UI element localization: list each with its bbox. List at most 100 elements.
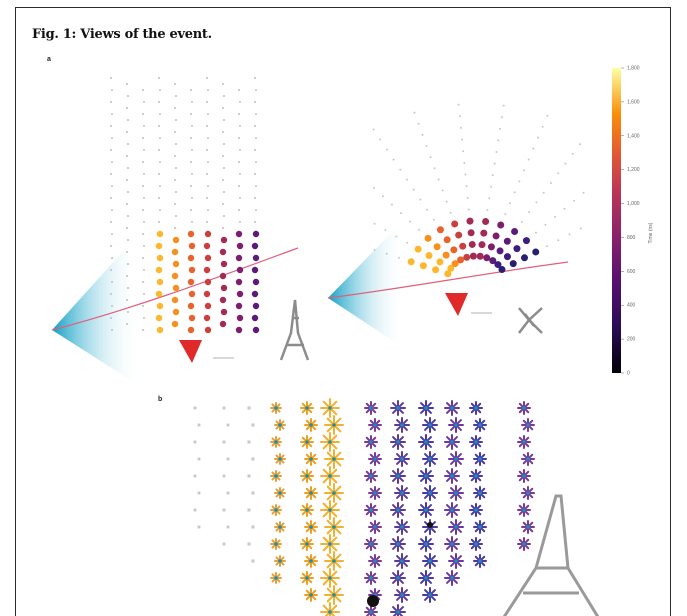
pmt-center bbox=[369, 542, 373, 546]
dom-module bbox=[237, 184, 241, 188]
dom-module bbox=[141, 328, 145, 332]
dom-module bbox=[221, 226, 225, 230]
dom-module bbox=[467, 229, 475, 237]
dom-module bbox=[414, 245, 422, 253]
dom-module bbox=[489, 257, 497, 265]
dom-module bbox=[437, 178, 440, 181]
pmt-center bbox=[522, 474, 526, 478]
dom-module bbox=[466, 196, 469, 199]
dom-module bbox=[188, 314, 196, 322]
dom-module bbox=[385, 252, 388, 255]
dom-module bbox=[237, 160, 241, 164]
cherenkov-cone-left bbox=[52, 248, 140, 386]
dom-module bbox=[433, 243, 441, 251]
pmt-center bbox=[478, 559, 482, 563]
pmt-center bbox=[252, 560, 254, 562]
track-line-left bbox=[51, 247, 299, 331]
dom-module bbox=[532, 147, 535, 150]
dom-module bbox=[126, 310, 130, 314]
pmt-center bbox=[223, 407, 225, 409]
dom-module bbox=[190, 196, 194, 200]
dom-module bbox=[204, 278, 212, 286]
dom-module bbox=[142, 124, 146, 128]
dom-module bbox=[579, 143, 582, 146]
dom-module bbox=[187, 230, 195, 238]
dom-module bbox=[482, 218, 490, 226]
dom-module bbox=[204, 254, 212, 262]
dom-module bbox=[110, 184, 114, 188]
dom-module bbox=[253, 148, 257, 152]
dom-module bbox=[523, 169, 526, 172]
pmt-center bbox=[305, 474, 309, 478]
dom-module bbox=[444, 270, 452, 278]
pmt-center bbox=[194, 407, 196, 409]
dom-module bbox=[203, 242, 211, 250]
pmt-center bbox=[274, 542, 278, 546]
dom-module bbox=[493, 162, 496, 165]
dom-module bbox=[433, 167, 436, 170]
pmt-center bbox=[474, 508, 478, 512]
dom-module bbox=[109, 244, 113, 248]
dom-module bbox=[522, 237, 530, 245]
dom-module bbox=[125, 226, 129, 230]
dom-module bbox=[235, 254, 243, 262]
dom-module bbox=[206, 112, 210, 116]
dom-module bbox=[236, 242, 244, 250]
dom-module bbox=[205, 220, 209, 224]
dom-module bbox=[253, 76, 257, 80]
pmt-center bbox=[400, 423, 404, 427]
dom-module bbox=[141, 280, 145, 284]
pmt-center bbox=[369, 576, 373, 580]
dom-module bbox=[419, 198, 422, 201]
dom-module bbox=[405, 178, 408, 181]
dom-module bbox=[173, 106, 177, 110]
dom-module bbox=[500, 116, 503, 119]
dom-module bbox=[542, 191, 545, 194]
dom-module bbox=[399, 212, 402, 215]
dom-module bbox=[173, 202, 177, 206]
dom-module bbox=[174, 118, 178, 122]
dom-module bbox=[220, 308, 228, 316]
dom-module bbox=[251, 290, 259, 298]
dom-module bbox=[206, 88, 210, 92]
dom-module bbox=[480, 229, 488, 237]
pmt-center bbox=[369, 474, 373, 478]
dom-module bbox=[251, 314, 259, 322]
dom-module bbox=[109, 148, 113, 152]
colorbar-tick-label: 800 bbox=[627, 235, 636, 241]
pmt-center bbox=[424, 576, 428, 580]
pmt-center bbox=[450, 508, 454, 512]
eiffel-tower-b-icon bbox=[502, 494, 600, 616]
dom-module bbox=[449, 211, 452, 214]
dom-module bbox=[238, 100, 242, 104]
dom-module bbox=[187, 302, 195, 310]
pmt-center bbox=[332, 457, 336, 461]
dom-module bbox=[142, 268, 146, 272]
pmt-center bbox=[396, 406, 400, 410]
pmt-center bbox=[332, 491, 336, 495]
dom-module bbox=[204, 230, 212, 238]
pmt-center bbox=[478, 525, 482, 529]
dom-module bbox=[141, 232, 145, 236]
pmt-center bbox=[369, 440, 373, 444]
dom-module bbox=[579, 227, 582, 230]
dom-module bbox=[455, 231, 463, 239]
dom-module bbox=[190, 100, 194, 104]
dom-module bbox=[425, 252, 433, 260]
pmt-center bbox=[332, 423, 336, 427]
panel-b-small-dot bbox=[427, 522, 433, 528]
dom-module bbox=[156, 278, 164, 286]
pmt-center bbox=[450, 406, 454, 410]
colorbar-tick-label: 0 bbox=[627, 371, 630, 377]
dom-module bbox=[252, 254, 260, 262]
dom-module bbox=[125, 82, 129, 86]
pmt-center bbox=[400, 593, 404, 597]
pmt-center bbox=[522, 542, 526, 546]
dom-module bbox=[157, 220, 161, 224]
pmt-center bbox=[396, 542, 400, 546]
pmt-center bbox=[248, 475, 250, 477]
dom-module bbox=[238, 124, 242, 128]
dom-module bbox=[206, 160, 210, 164]
dom-module bbox=[156, 302, 164, 310]
dom-module bbox=[461, 138, 464, 141]
